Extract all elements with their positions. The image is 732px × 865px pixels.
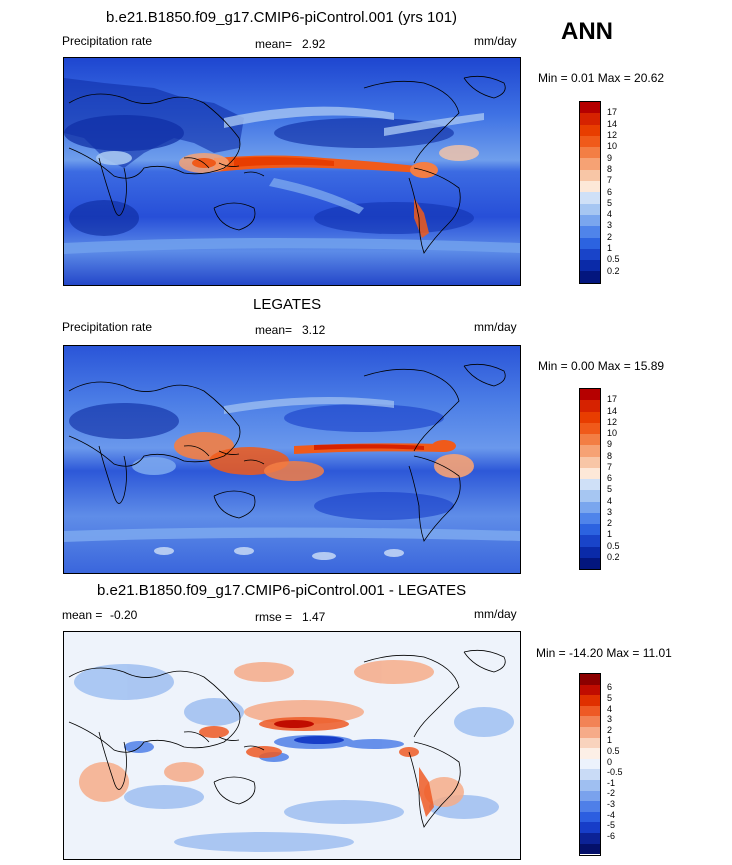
colorbar-tick: 6 <box>607 682 613 692</box>
colorbar-tick: -6 <box>607 831 616 841</box>
panel-variable: Precipitation rate <box>62 320 153 334</box>
panel-minmax: Min = -14.20 Max = 11.01 <box>536 646 672 660</box>
colorbar-tick: 9 <box>607 153 613 163</box>
colorbar-tick: 0.5 <box>607 254 620 264</box>
colorbar-tick: -2 <box>607 788 616 798</box>
panel-title: b.e21.B1850.f09_g17.CMIP6-piControl.001 … <box>97 582 467 599</box>
colorbar-tick: 7 <box>607 175 613 185</box>
figure-title: b.e21.B1850.f09_g17.CMIP6-piControl.001 … <box>106 9 458 26</box>
season-label: ANN <box>561 18 613 45</box>
colorbar-tick: 4 <box>607 704 613 714</box>
colorbar-tick: 3 <box>607 220 613 230</box>
colorbar-tick: 17 <box>607 394 618 404</box>
colorbar-tick: 0.2 <box>607 266 620 276</box>
colorbar-tick: 0.5 <box>607 746 620 756</box>
colorbar-tick: 4 <box>607 209 613 219</box>
colorbar-tick: 0.2 <box>607 552 620 562</box>
panel-mean-label: mean = <box>62 608 103 622</box>
panel-units: mm/day <box>474 34 517 48</box>
colorbar-tick: 5 <box>607 198 613 208</box>
colorbar-tick: 14 <box>607 406 618 416</box>
colorbar-tick: -4 <box>607 810 616 820</box>
colorbar-tick: -5 <box>607 820 616 830</box>
colorbar-tick: 1 <box>607 243 613 253</box>
precip-map-model <box>63 57 521 286</box>
panel-mean-label: mean= <box>255 323 293 337</box>
colorbar-tick: 1 <box>607 735 613 745</box>
colorbar-tick: 2 <box>607 518 613 528</box>
colorbar-tick: 6 <box>607 473 613 483</box>
panel-title: LEGATES <box>253 296 322 313</box>
colorbar-tick: 0 <box>607 757 613 767</box>
colorbar-tick: 10 <box>607 141 618 151</box>
colorbar-tick: 8 <box>607 164 613 174</box>
colorbar-tick: 1 <box>607 529 613 539</box>
colorbar-tick: 10 <box>607 428 618 438</box>
panel-units: mm/day <box>474 320 517 334</box>
colorbar-tick: 12 <box>607 130 618 140</box>
colorbar-tick: 6 <box>607 187 613 197</box>
colorbar-tick: 7 <box>607 462 613 472</box>
colorbar-tick: 8 <box>607 451 613 461</box>
colorbar-tick: 3 <box>607 714 613 724</box>
colorbar-tick: -3 <box>607 799 616 809</box>
colorbar-tick: -0.5 <box>607 767 623 777</box>
panel-mean-value: 3.12 <box>302 323 326 337</box>
panel-units: mm/day <box>474 607 517 621</box>
colorbar-tick: 2 <box>607 725 613 735</box>
panel-variable: Precipitation rate <box>62 34 153 48</box>
panel-rmse-value: 1.47 <box>302 610 326 624</box>
precip-diff-map <box>63 631 521 860</box>
colorbar-tick: 0.5 <box>607 541 620 551</box>
panel-mean-value: 2.92 <box>302 37 326 51</box>
colorbar-tick: 2 <box>607 232 613 242</box>
colorbar-tick: 17 <box>607 107 618 117</box>
panel-mean-label: mean= <box>255 37 293 51</box>
colorbar-model <box>579 101 601 284</box>
colorbar-tick: -1 <box>607 778 616 788</box>
colorbar-tick: 5 <box>607 693 613 703</box>
colorbar-tick: 4 <box>607 496 613 506</box>
colorbar-tick: 9 <box>607 439 613 449</box>
colorbar-obs <box>579 388 601 570</box>
colorbar-tick: 12 <box>607 417 618 427</box>
precip-map-obs <box>63 345 521 574</box>
colorbar-tick: 5 <box>607 484 613 494</box>
colorbar-diff <box>579 673 601 856</box>
colorbar-tick: 3 <box>607 507 613 517</box>
panel-minmax: Min = 0.01 Max = 20.62 <box>538 71 665 85</box>
panel-rmse-label: rmse = <box>255 610 293 624</box>
panel-minmax: Min = 0.00 Max = 15.89 <box>538 359 665 373</box>
panel-mean-value: -0.20 <box>110 608 138 622</box>
colorbar-tick: 14 <box>607 119 618 129</box>
